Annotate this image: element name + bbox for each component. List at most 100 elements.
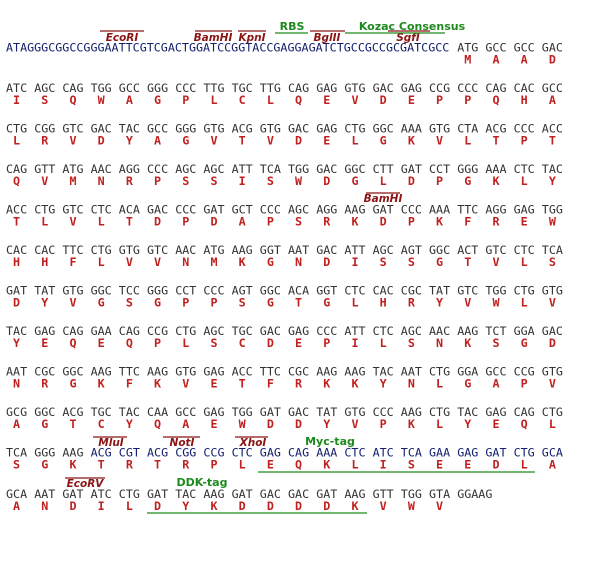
- codon: GGG: [175, 122, 196, 136]
- amino-acid: L: [98, 215, 105, 229]
- codon: GAT: [373, 203, 394, 217]
- codon: CCC: [316, 324, 337, 338]
- codon: TGC: [232, 81, 253, 95]
- amino-acid: W: [408, 499, 416, 513]
- codon: TTG: [260, 81, 281, 95]
- codon: CTG: [429, 405, 450, 419]
- codon: CAC: [34, 243, 55, 257]
- codon: AAC: [175, 243, 196, 257]
- amino-acid: E: [464, 458, 471, 472]
- amino-acid: D: [549, 53, 556, 67]
- codon: AAG: [91, 365, 112, 379]
- codon: GAG: [514, 203, 535, 217]
- codon: GGG: [147, 81, 168, 95]
- amino-acid: W: [239, 417, 247, 431]
- amino-acid: W: [492, 296, 500, 310]
- codon: AGT: [401, 243, 422, 257]
- codon: GAT: [232, 487, 253, 501]
- amino-acid: L: [521, 458, 528, 472]
- amino-acid: V: [69, 134, 76, 148]
- codon: CTG: [34, 203, 55, 217]
- amino-acid: P: [323, 336, 330, 350]
- codon: CCC: [514, 122, 535, 136]
- codon: CTC: [344, 446, 365, 460]
- codon: AAT: [6, 365, 27, 379]
- amino-acid: G: [436, 255, 443, 269]
- amino-acid: E: [267, 458, 274, 472]
- codon: CTG: [344, 122, 365, 136]
- amino-acid: K: [351, 377, 358, 391]
- codon: GTG: [429, 122, 450, 136]
- feature-label: RBS: [280, 20, 305, 33]
- codon: TGC: [232, 324, 253, 338]
- codon: CCT: [175, 284, 196, 298]
- codon: TGG: [288, 162, 309, 176]
- amino-acid: S: [41, 93, 48, 107]
- amino-acid: N: [182, 255, 189, 269]
- amino-acid: P: [210, 296, 217, 310]
- codon: GAC: [373, 81, 394, 95]
- amino-acid: D: [154, 215, 161, 229]
- codon: GAG: [288, 324, 309, 338]
- codon: AAG: [344, 487, 365, 501]
- restriction-site: KpnI: [238, 32, 265, 44]
- codon: TTC: [119, 365, 140, 379]
- amino-acid: W: [98, 93, 106, 107]
- amino-acid: A: [492, 53, 499, 67]
- amino-acid: G: [41, 417, 48, 431]
- codon: CTC: [373, 324, 394, 338]
- amino-acid: W: [549, 215, 557, 229]
- codon: AAG: [344, 365, 365, 379]
- amino-acid: V: [351, 93, 358, 107]
- codon: TGG: [91, 81, 112, 95]
- amino-acid: D: [210, 215, 217, 229]
- codon: GGC: [344, 162, 365, 176]
- amino-acid: F: [464, 215, 471, 229]
- codon: CCC: [401, 203, 422, 217]
- amino-acid: L: [267, 93, 274, 107]
- amino-acid: K: [69, 458, 76, 472]
- codon: GCG: [6, 405, 27, 419]
- codon: GTG: [119, 243, 140, 257]
- codon: CTC: [514, 243, 535, 257]
- codon: TCA: [6, 446, 27, 460]
- amino-acid: H: [521, 93, 528, 107]
- codon: AAC: [91, 162, 112, 176]
- amino-acid: E: [295, 336, 302, 350]
- codon: GGG: [147, 284, 168, 298]
- codon: CGC: [288, 365, 309, 379]
- restriction-site: BamHI: [194, 32, 233, 44]
- codon: TGG: [401, 487, 422, 501]
- codon: CGG: [34, 122, 55, 136]
- codon: CAG: [288, 81, 309, 95]
- codon: GAG: [457, 446, 478, 460]
- amino-acid: L: [351, 296, 358, 310]
- codon: ACC: [542, 122, 563, 136]
- amino-acid: T: [239, 134, 246, 148]
- codon: GGG: [457, 162, 478, 176]
- restriction-site: EcoRV: [67, 478, 105, 490]
- amino-acid: E: [323, 93, 330, 107]
- codon: ATC: [91, 487, 112, 501]
- codon: CGC: [34, 365, 55, 379]
- amino-acid: P: [182, 93, 189, 107]
- codon: AAA: [401, 122, 422, 136]
- codon: AGG: [316, 203, 337, 217]
- codon: TCA: [260, 162, 281, 176]
- amino-acid: Q: [69, 93, 76, 107]
- feature-label: Myc-tag: [305, 435, 355, 448]
- amino-acid: R: [182, 458, 190, 472]
- codon: CTG: [6, 122, 27, 136]
- codon: AAG: [232, 243, 253, 257]
- amino-acid: A: [13, 417, 20, 431]
- amino-acid: M: [210, 255, 217, 269]
- amino-acid: V: [41, 174, 48, 188]
- codon: CTG: [91, 243, 112, 257]
- codon: GTC: [485, 243, 506, 257]
- amino-acid: D: [295, 417, 302, 431]
- codon: CTC: [232, 446, 253, 460]
- amino-acid: K: [351, 499, 358, 513]
- codon: GCC: [514, 41, 535, 55]
- amino-acid: L: [126, 499, 133, 513]
- codon: ACG: [485, 122, 506, 136]
